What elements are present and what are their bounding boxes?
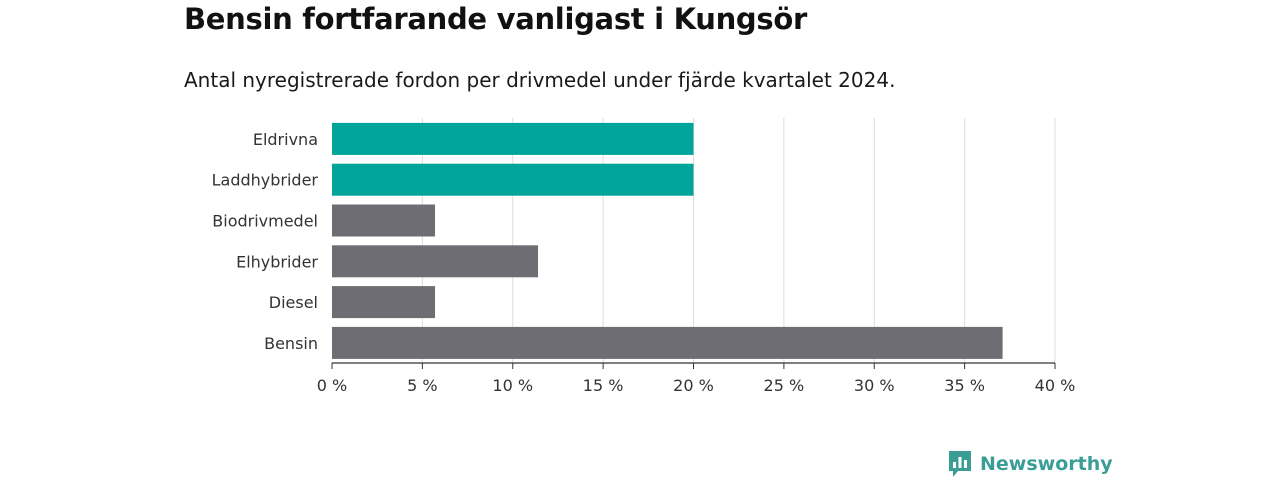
bar-elhybrider (332, 245, 539, 278)
x-tick-label: 30 % (854, 376, 895, 395)
category-label: Eldrivna (253, 130, 318, 149)
newsworthy-logo-icon (949, 451, 971, 477)
bar-diesel (332, 286, 436, 319)
x-axis: 0 % 5 % 10 % 15 % 20 % 25 % 30 % 35 % 40 % (317, 362, 1076, 395)
bar-chart: Eldrivna Laddhybrider Biodrivmedel Elhybrid… (212, 118, 1076, 395)
category-label: Laddhybrider (212, 171, 319, 190)
bar-bensin (332, 326, 1003, 359)
x-tick-label: 5 % (407, 376, 437, 395)
bars (332, 122, 1003, 359)
bar-biodrivmedel (332, 204, 436, 237)
x-tick-label: 40 % (1035, 376, 1076, 395)
category-label: Biodrivmedel (212, 212, 318, 231)
x-tick-label: 0 % (317, 376, 347, 395)
category-label: Bensin (264, 334, 318, 353)
x-tick-label: 25 % (764, 376, 805, 395)
category-labels: Eldrivna Laddhybrider Biodrivmedel Elhybrid… (212, 130, 319, 353)
bar-laddhybrider (332, 163, 694, 196)
category-label: Diesel (269, 293, 318, 312)
brand-name: Newsworthy (980, 453, 1113, 475)
x-tick-label: 10 % (492, 376, 533, 395)
category-label: Elhybrider (236, 252, 318, 271)
chart-subtitle: Antal nyregistrerade fordon per drivmede… (184, 68, 896, 92)
bar-eldrivna (332, 122, 694, 155)
x-tick-label: 35 % (944, 376, 985, 395)
brand-logo: Newsworthy (948, 450, 1113, 478)
grid-lines (421, 118, 1056, 363)
chart-title: Bensin fortfarande vanligast i Kungsör (184, 2, 807, 36)
x-tick-label: 20 % (673, 376, 714, 395)
x-tick-label: 15 % (583, 376, 624, 395)
